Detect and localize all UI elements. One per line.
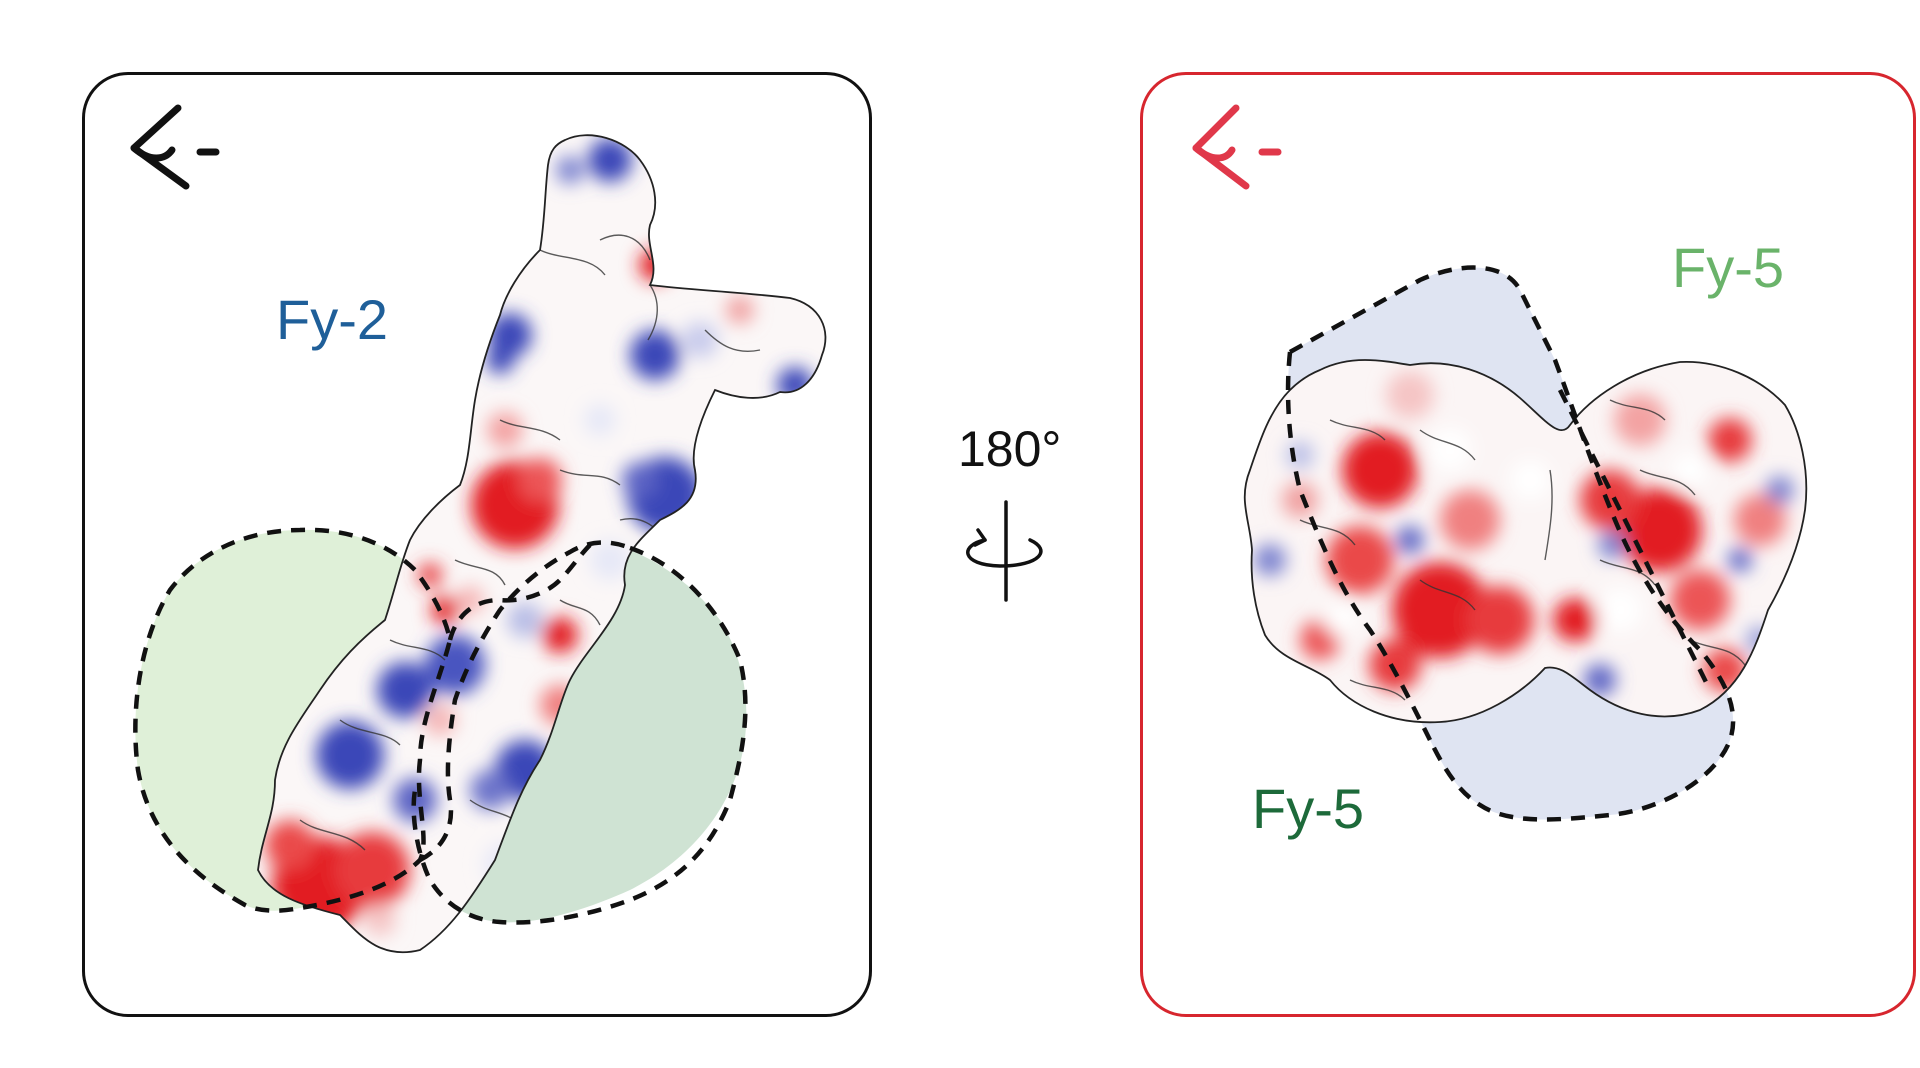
eye-view-icon xyxy=(130,104,220,190)
protein-surface-right xyxy=(1243,359,1808,724)
right-panel xyxy=(1140,72,1916,1017)
protein-surface-left xyxy=(257,134,827,954)
fy5-label-top: Fy-5 xyxy=(1672,236,1784,299)
rotation-angle-label: 180° xyxy=(958,421,1062,477)
rotate-axis-icon xyxy=(966,500,1043,602)
fy2-label: Fy-2 xyxy=(276,288,388,351)
domain-outlines-left xyxy=(133,527,748,925)
eye-view-icon xyxy=(1192,104,1282,190)
left-panel xyxy=(82,72,872,1017)
fy5-label-bottom: Fy-5 xyxy=(1252,777,1364,840)
domain-outlines-right xyxy=(1285,265,1736,822)
